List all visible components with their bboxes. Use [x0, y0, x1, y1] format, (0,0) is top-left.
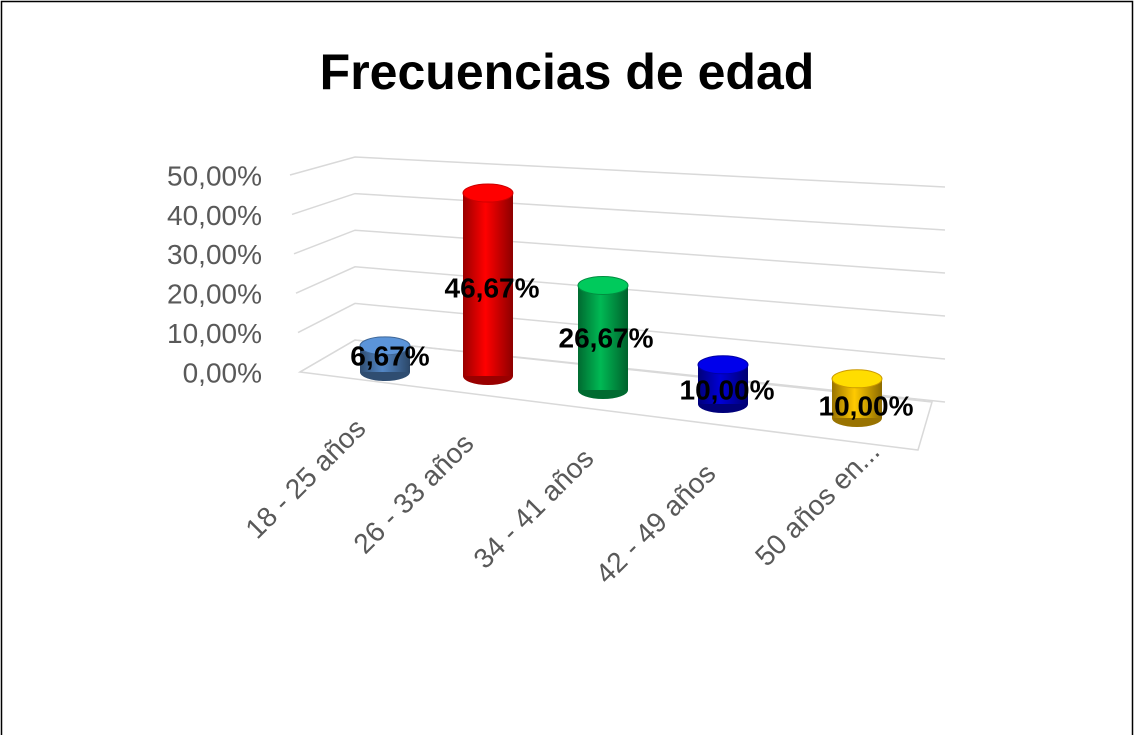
- y-tick-label: 30,00%: [167, 239, 262, 270]
- x-tick-label: 26 - 33 años: [347, 428, 479, 560]
- y-tick-label: 20,00%: [167, 279, 262, 310]
- bar-top: [462, 183, 514, 203]
- x-tick-label: 18 - 25 años: [239, 413, 371, 545]
- y-tick-label: 50,00%: [167, 160, 262, 191]
- bar-top: [577, 275, 629, 295]
- grid-line: [289, 156, 946, 188]
- value-label: 26,67%: [559, 322, 654, 353]
- grid-line: [297, 302, 946, 360]
- chart-title: Frecuencias de edad: [320, 44, 815, 100]
- bar: [578, 285, 628, 390]
- bar-top: [697, 355, 749, 375]
- grid-line: [293, 229, 946, 274]
- x-tick-label: 34 - 41 años: [467, 443, 599, 575]
- grid-line: [299, 339, 946, 403]
- x-tick-label: 50 años en...: [749, 436, 885, 572]
- value-label: 10,00%: [819, 390, 914, 421]
- grid-line: [291, 192, 946, 231]
- x-tick-label: 42 - 49 años: [589, 458, 721, 590]
- y-tick-label: 0,00%: [183, 357, 262, 388]
- y-tick-label: 10,00%: [167, 318, 262, 349]
- bar-top: [831, 369, 883, 389]
- value-label: 46,67%: [445, 272, 540, 303]
- value-label: 6,67%: [350, 340, 429, 371]
- grid-line: [295, 266, 946, 317]
- bar: [463, 193, 513, 376]
- y-tick-label: 40,00%: [167, 200, 262, 231]
- bar-top: [359, 336, 411, 356]
- value-label: 10,00%: [680, 374, 775, 405]
